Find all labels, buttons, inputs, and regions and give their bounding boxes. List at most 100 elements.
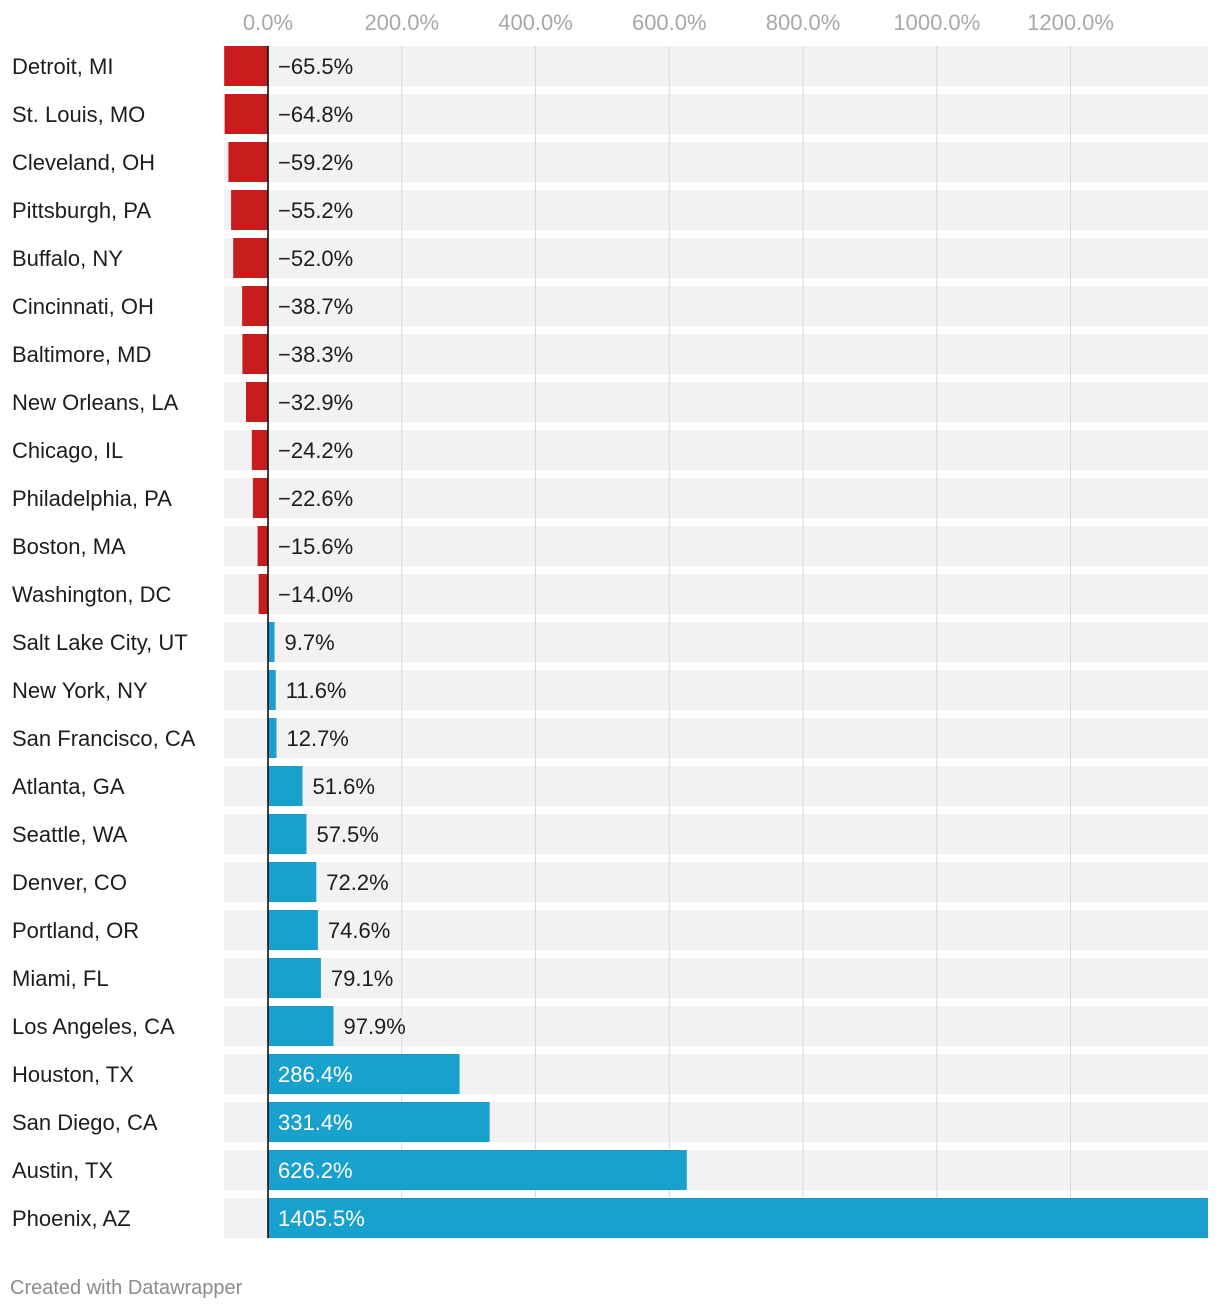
bar-chart: 0.0% 200.0% 400.0% 600.0% 800.0% 1000.0% 1200.… [12,10,1208,1238]
bar [252,478,268,518]
value-label: −22.6% [278,486,353,511]
bar [268,862,317,902]
value-label: −24.2% [278,438,353,463]
category-label: San Francisco, CA [12,726,196,751]
category-label: Miami, FL [12,966,109,991]
bar [268,670,276,710]
value-label: −32.9% [278,390,353,415]
category-label: Los Angeles, CA [12,1014,175,1039]
category-label: Phoenix, AZ [12,1206,131,1231]
value-label: 331.4% [278,1110,353,1135]
value-label: 74.6% [328,918,390,943]
category-label: Washington, DC [12,582,171,607]
category-label: St. Louis, MO [12,102,145,127]
value-label: 11.6% [286,678,347,703]
value-label: 286.4% [278,1062,353,1087]
category-label: New York, NY [12,678,148,703]
row-background [224,958,1208,998]
row-background [224,526,1208,566]
value-label: 79.1% [331,966,393,991]
value-label: 9.7% [284,630,334,655]
x-tick-label: 0.0% [243,10,293,35]
value-label: 626.2% [278,1158,353,1183]
bar [268,1054,460,1094]
row-background [224,190,1208,230]
bar [245,382,268,422]
value-label: −64.8% [278,102,353,127]
bar [224,94,268,134]
row-background [224,1006,1208,1046]
row-background [224,46,1208,86]
value-label: −55.2% [278,198,353,223]
row-background [224,622,1208,662]
x-tick-label: 600.0% [632,10,707,35]
category-label: Houston, TX [12,1062,134,1087]
category-label: Baltimore, MD [12,342,151,367]
bar [251,430,268,470]
bar [242,334,268,374]
category-label: Detroit, MI [12,54,113,79]
bar [228,142,268,182]
row-background [224,670,1208,710]
bar [268,958,321,998]
bar [257,526,268,566]
row-background [224,334,1208,374]
row-background [224,238,1208,278]
row-background [224,382,1208,422]
value-label: −59.2% [278,150,353,175]
value-label: 57.5% [316,822,378,847]
bar [268,1006,334,1046]
row-background [224,814,1208,854]
value-label: 12.7% [286,726,348,751]
category-label: Salt Lake City, UT [12,630,188,655]
value-label: −14.0% [278,582,353,607]
bar [231,190,268,230]
row-background [224,718,1208,758]
category-label: Atlanta, GA [12,774,125,799]
value-label: 51.6% [313,774,375,799]
category-label: Boston, MA [12,534,126,559]
value-label: −38.7% [278,294,353,319]
category-label: Philadelphia, PA [12,486,172,511]
x-tick-label: 400.0% [498,10,573,35]
credit-footer: Created with Datawrapper [10,1277,243,1299]
bar [242,286,268,326]
value-label: −52.0% [278,246,353,271]
category-label: New Orleans, LA [12,390,179,415]
x-tick-label: 800.0% [766,10,841,35]
bar [268,1150,687,1190]
row-background [224,430,1208,470]
bar [268,1102,490,1142]
category-label: Pittsburgh, PA [12,198,151,223]
x-tick-label: 1000.0% [893,10,980,35]
row-background [224,94,1208,134]
category-label: Chicago, IL [12,438,123,463]
bar [268,814,307,854]
bar [268,1198,1208,1238]
bar [268,622,275,662]
category-label: San Diego, CA [12,1110,158,1135]
category-label: Denver, CO [12,870,127,895]
bar [258,574,268,614]
row-background [224,766,1208,806]
row-background [224,286,1208,326]
bar [224,46,268,86]
row-background [224,142,1208,182]
category-label: Seattle, WA [12,822,128,847]
value-label: 97.9% [343,1014,405,1039]
value-label: −15.6% [278,534,353,559]
row-background [224,478,1208,518]
row-background [224,574,1208,614]
value-label: −65.5% [278,54,353,79]
bar [233,238,268,278]
category-label: Portland, OR [12,918,139,943]
value-label: −38.3% [278,342,353,367]
bar [268,718,277,758]
x-tick-label: 1200.0% [1027,10,1114,35]
row-background [224,862,1208,902]
value-label: 1405.5% [278,1206,365,1231]
category-label: Cleveland, OH [12,150,155,175]
row-background [224,910,1208,950]
bar [268,910,318,950]
category-label: Buffalo, NY [12,246,123,271]
